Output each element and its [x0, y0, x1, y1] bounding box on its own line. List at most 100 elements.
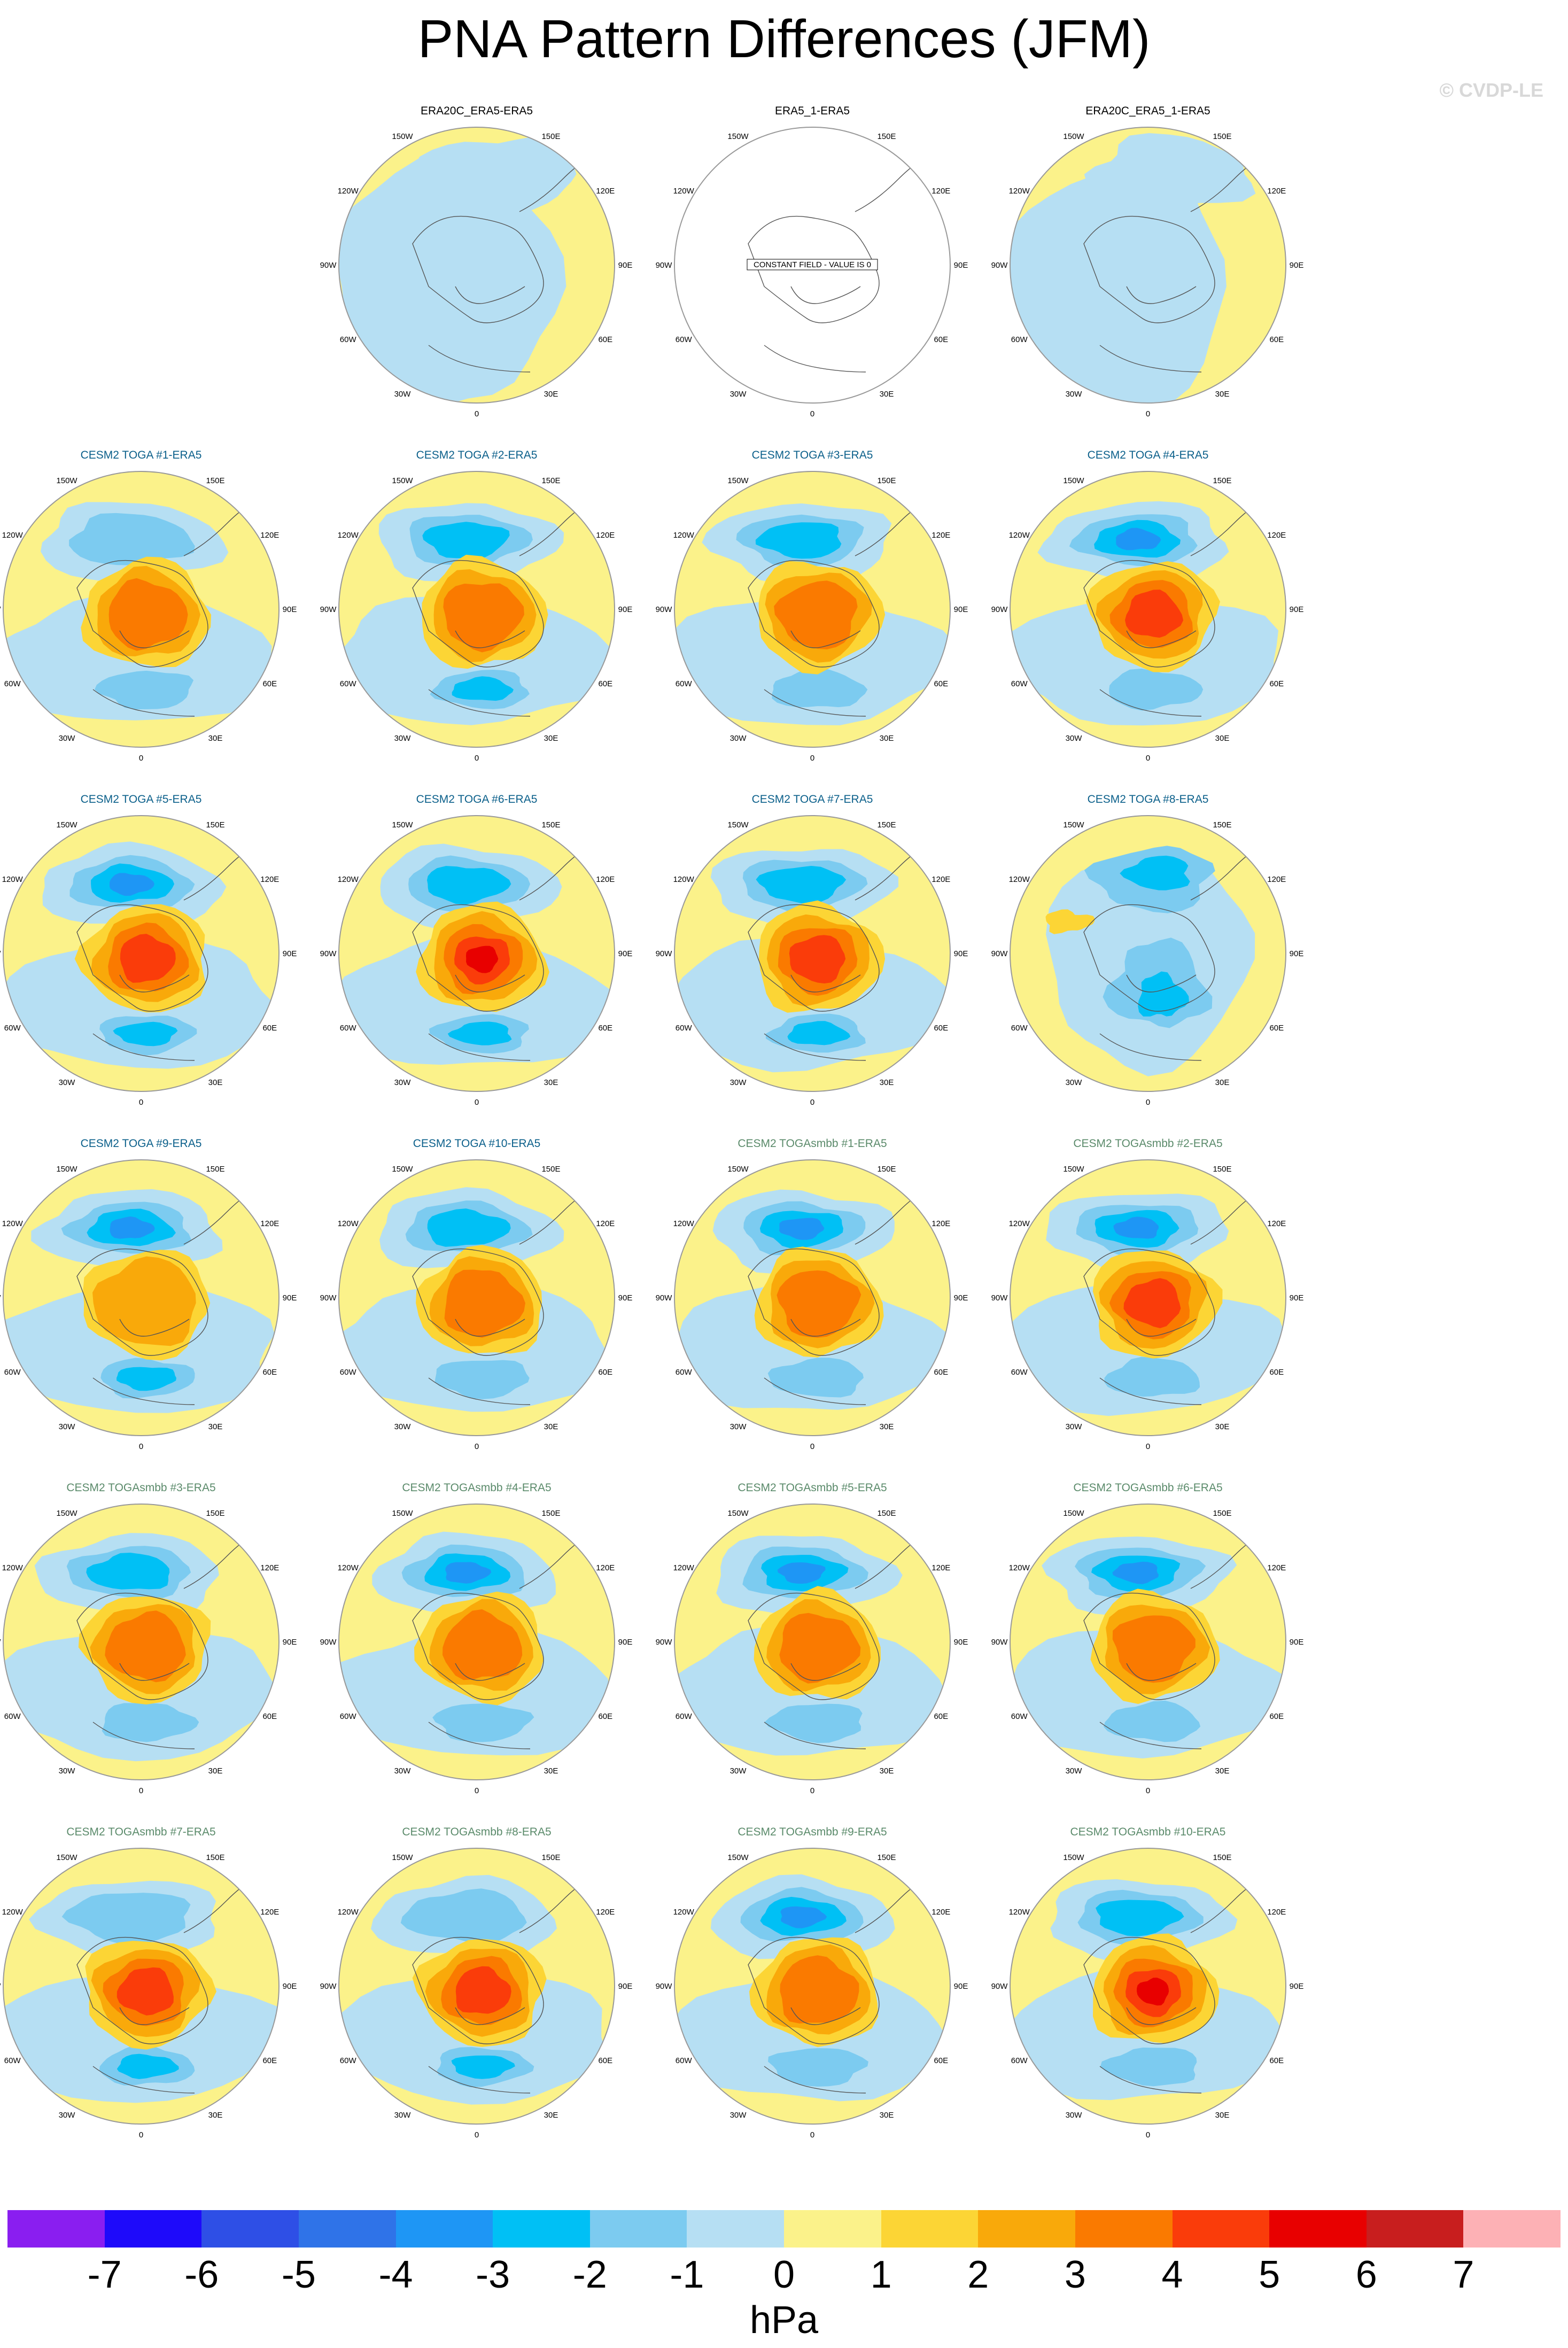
longitude-label: 30W [394, 390, 412, 399]
colorbar-tick-label: 7 [1453, 2253, 1474, 2296]
longitude-label: 150W [392, 1165, 413, 1174]
colorbar-tick-label: -1 [670, 2253, 704, 2296]
colorbar-swatch [687, 2210, 784, 2248]
longitude-label: 120E [1267, 1563, 1286, 1572]
panel-title: CESM2 TOGA #10-ERA5 [413, 1137, 541, 1150]
map-panel: CESM2 TOGA #6-ERA5 180 150E 120E 90E 60E 30E 0 3… [309, 793, 645, 1135]
longitude-label: 0 [475, 409, 479, 419]
longitude-label: 180 [805, 1153, 819, 1154]
polar-map: 180150E120E90E60E30E030W60W90W120W150W [0, 1842, 297, 2140]
longitude-label: 60E [598, 2056, 612, 2065]
longitude-label: 150E [1213, 1165, 1231, 1174]
map-panel: CESM2 TOGA #8-ERA5 180 150E 120E 90E 60E 30E 0 3… [980, 793, 1316, 1135]
longitude-label: 30W [730, 2111, 747, 2120]
colorbar-swatch [298, 2210, 396, 2248]
longitude-label: 90W [0, 605, 1, 614]
colorbar-tick-label: -5 [281, 2253, 316, 2296]
longitude-label: 60E [1269, 1024, 1284, 1033]
colorbar-unit-label: hPa [749, 2299, 819, 2342]
longitude-label: 30E [208, 734, 223, 743]
longitude-label: 90W [320, 1982, 337, 1991]
longitude-label: 150W [727, 476, 749, 485]
colorbar-swatch [1075, 2210, 1173, 2248]
longitude-label: 90E [618, 949, 633, 958]
longitude-label: 90E [283, 1982, 297, 1991]
longitude-label: 30W [730, 1078, 747, 1087]
longitude-label: 60W [4, 1024, 21, 1033]
longitude-label: 60W [676, 1712, 693, 1721]
map-panel: CESM2 TOGAsmbb #4-ERA5180150E120E90E60E3… [309, 1482, 645, 1824]
longitude-label: 150W [392, 132, 413, 141]
map-panel: CESM2 TOGAsmbb #1-ERA5 180 150E 120E 90E 60E 3… [645, 1137, 980, 1479]
panel-title: ERA20C_ERA5-ERA5 [420, 105, 533, 117]
longitude-label: 0 [139, 1098, 143, 1107]
longitude-label: 60W [340, 2056, 357, 2065]
colorbar-swatch [104, 2210, 202, 2248]
longitude-label: 120E [260, 1563, 279, 1572]
longitude-label: 30W [1066, 1078, 1083, 1087]
panel-title: CESM2 TOGAsmbb #5-ERA5 [738, 1482, 887, 1494]
longitude-label: 90W [991, 1293, 1008, 1303]
panel-title: CESM2 TOGAsmbb #6-ERA5 [1073, 1482, 1223, 1494]
longitude-label: 90W [320, 261, 337, 270]
map-panel: CESM2 TOGA #9-ERA5 180 150E 120E 90E 60E 30E 0 3… [0, 1137, 309, 1479]
longitude-label: 30E [880, 390, 894, 399]
longitude-label: 60W [340, 679, 357, 688]
longitude-label: 120W [338, 531, 359, 540]
longitude-label: 180 [134, 809, 148, 810]
page-title: PNA Pattern Differences (JFM) [417, 9, 1151, 69]
longitude-label: 90E [1290, 261, 1304, 270]
polar-map: 180150E120E90E60E30E030W60W90W120W150W [320, 1153, 633, 1451]
longitude-label: 120W [338, 1219, 359, 1228]
longitude-label: 120E [932, 1908, 950, 1917]
longitude-label: 30E [208, 1766, 223, 1776]
longitude-label: 60E [262, 679, 277, 688]
colorbar-tick-label: 5 [1259, 2253, 1280, 2296]
longitude-label: 120E [260, 875, 279, 884]
longitude-label: 150E [206, 1509, 224, 1518]
longitude-label: 0 [1146, 1098, 1150, 1107]
longitude-label: 150E [877, 132, 896, 141]
longitude-label: 30E [1215, 1078, 1230, 1087]
longitude-label: 0 [139, 2130, 143, 2140]
polar-map: 180150E120E90E60E30E030W60W90W120W150W [991, 1498, 1304, 1795]
longitude-label: 60W [1011, 1368, 1028, 1377]
longitude-label: 30E [1215, 734, 1230, 743]
longitude-label: 150W [1063, 476, 1084, 485]
map-panel: CESM2 TOGAsmbb #10-ERA5180150E120E90E60E… [980, 1826, 1316, 2168]
longitude-label: 0 [810, 1786, 814, 1795]
longitude-label: 120W [338, 1563, 359, 1572]
longitude-label: 150W [1063, 1165, 1084, 1174]
longitude-label: 150E [206, 476, 224, 485]
longitude-label: 150W [1063, 1853, 1084, 1862]
longitude-label: 90W [0, 1982, 1, 1991]
longitude-label: 90W [991, 949, 1008, 958]
longitude-label: 150E [1213, 476, 1231, 485]
longitude-label: 150E [877, 1509, 896, 1518]
longitude-label: 120E [1267, 1908, 1286, 1917]
panel-title: CESM2 TOGAsmbb #1-ERA5 [738, 1137, 887, 1150]
longitude-label: 60E [262, 1712, 277, 1721]
panel-title: CESM2 TOGA #4-ERA5 [1087, 449, 1209, 461]
polar-map: 180150E120E90E60E30E030W60W90W120W150W [320, 121, 633, 419]
longitude-label: 30E [880, 1422, 894, 1431]
longitude-label: 30E [544, 1766, 558, 1776]
longitude-label: 0 [810, 1442, 814, 1451]
longitude-label: 150E [206, 820, 224, 830]
colorbar-tick-label: -3 [476, 2253, 510, 2296]
longitude-label: 120W [673, 875, 695, 884]
longitude-label: 150E [541, 1165, 560, 1174]
colorbar [7, 2210, 1561, 2248]
longitude-label: 30W [1066, 390, 1083, 399]
polar-map: CONSTANT FIELD - VALUE IS 0180150E120E90… [656, 121, 968, 419]
longitude-label: 90E [618, 1293, 633, 1303]
longitude-label: 0 [810, 2130, 814, 2140]
longitude-label: 150W [727, 1509, 749, 1518]
longitude-label: 150E [1213, 1853, 1231, 1862]
longitude-label: 120E [596, 1908, 615, 1917]
longitude-label: 90E [283, 605, 297, 614]
longitude-label: 150W [56, 1853, 77, 1862]
longitude-label: 30W [394, 734, 412, 743]
longitude-label: 60E [262, 1024, 277, 1033]
colorbar-swatch [493, 2210, 590, 2248]
